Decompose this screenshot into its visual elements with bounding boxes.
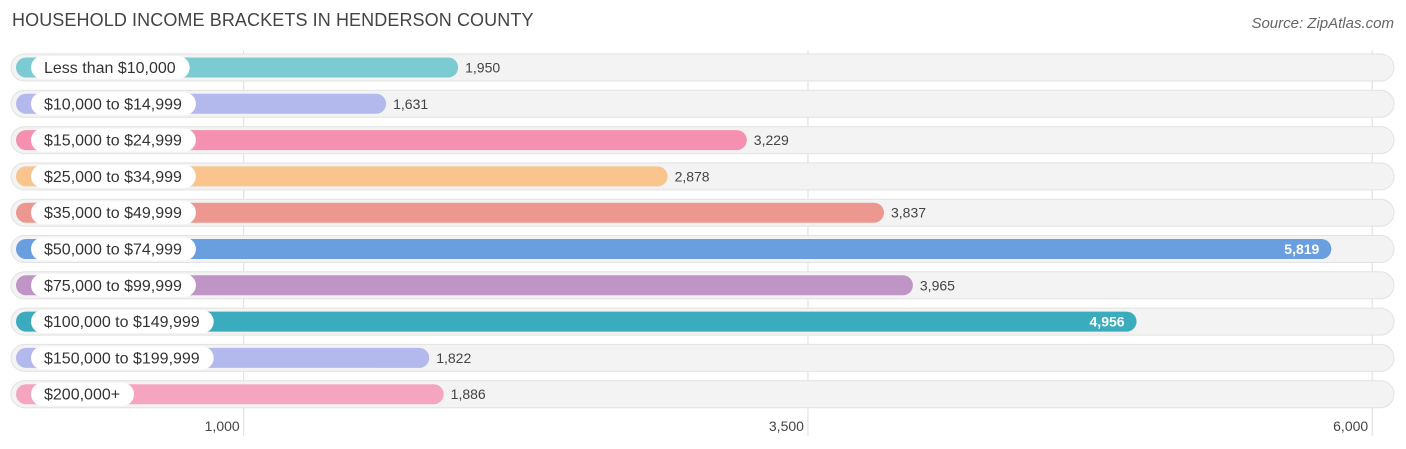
- value-label: 1,822: [436, 350, 471, 366]
- category-label-pill: [31, 237, 196, 261]
- category-label: $75,000 to $99,999: [44, 278, 182, 295]
- value-label: 2,878: [675, 168, 710, 184]
- category-label-pill: [31, 128, 196, 152]
- value-label: 1,631: [393, 96, 428, 112]
- value-label: 5,819: [1284, 241, 1319, 257]
- value-label: 3,965: [920, 277, 955, 293]
- category-label: $150,000 to $199,999: [44, 350, 200, 367]
- value-label: 1,886: [451, 386, 486, 402]
- category-label: Less than $10,000: [44, 60, 176, 77]
- x-tick-label: 1,000: [205, 418, 240, 434]
- category-label-pill: [31, 382, 135, 406]
- value-label: 1,950: [465, 60, 500, 76]
- bar: [16, 202, 885, 223]
- x-tick-label: 6,000: [1333, 418, 1368, 434]
- category-label: $50,000 to $74,999: [44, 242, 182, 259]
- category-label-pill: [31, 310, 214, 334]
- category-label-pill: [31, 164, 196, 188]
- x-tick-label: 3,500: [769, 418, 804, 434]
- category-label: $35,000 to $49,999: [44, 205, 182, 222]
- category-label-pill: [31, 273, 196, 297]
- bar: [16, 130, 747, 151]
- value-label: 3,837: [891, 205, 926, 221]
- category-label: $15,000 to $24,999: [44, 133, 182, 150]
- category-label-pill: [31, 92, 196, 116]
- category-label-pill: [31, 346, 214, 370]
- category-label: $10,000 to $14,999: [44, 96, 182, 113]
- category-label: $200,000+: [44, 387, 120, 404]
- bar: [16, 311, 1137, 332]
- category-label-pill: [31, 201, 196, 225]
- bar: [16, 239, 1332, 259]
- category-label: $100,000 to $149,999: [44, 314, 200, 331]
- category-label: $25,000 to $34,999: [44, 169, 182, 186]
- chart-title: HOUSEHOLD INCOME BRACKETS IN HENDERSON C…: [12, 10, 534, 30]
- value-label: 3,229: [754, 132, 789, 148]
- category-label-pill: [31, 56, 190, 79]
- value-label: 4,956: [1090, 314, 1125, 330]
- chart-source: Source: ZipAtlas.com: [1251, 15, 1394, 32]
- bar: [16, 275, 913, 296]
